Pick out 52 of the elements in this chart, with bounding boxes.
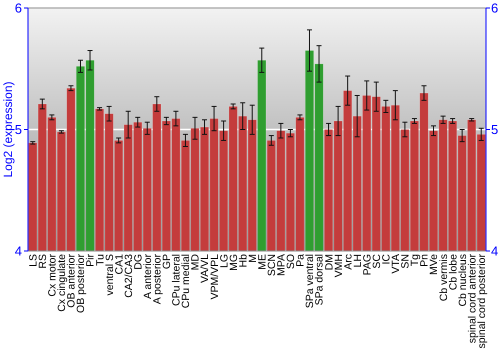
x-tick-label: LS (27, 254, 40, 267)
x-tick-label: Arc (342, 254, 354, 270)
x-tick-label: MVe (428, 254, 440, 276)
x-tick-label: ventral S (104, 254, 116, 296)
y2-tick-label: 6 (491, 0, 498, 16)
y-axis-title: Log2 (expression) (1, 81, 15, 178)
x-tick-label: OB posterior (75, 254, 88, 313)
x-tick-label: PAG (361, 254, 374, 276)
x-tick-label: A posterior (151, 254, 164, 304)
x-tick-label: MG (228, 254, 240, 271)
x-tick-label: M (246, 254, 259, 263)
x-tick-label: VTA (390, 254, 402, 274)
x-tick-label: spinal cord anterior (466, 253, 478, 344)
x-tick-label: spinal cord posterior (476, 253, 488, 349)
x-tick-label: SPa dorsal (314, 254, 326, 306)
x-tick-label: DG (132, 254, 144, 270)
x-tick-label: ME (256, 254, 268, 270)
x-tick-label: Cb lobe (447, 254, 460, 290)
x-tick-label: MPA (276, 254, 288, 276)
x-tick-label: VA/VL (199, 254, 212, 283)
x-tick-label: DM (323, 254, 336, 270)
x-tick-label: CA1 (113, 254, 126, 274)
x-tick-label: Tu (94, 254, 106, 266)
x-tick-label: RS (36, 254, 49, 269)
x-tick-label: VMH (332, 254, 345, 278)
x-tick-label: LH (352, 254, 364, 268)
x-tick-label: Cb vermis (438, 254, 450, 302)
x-tick-label: Pa (294, 254, 307, 267)
x-tick-label: Cx cingulate (56, 254, 68, 312)
x-tick-label: IC (380, 254, 392, 264)
x-tick-label: SO (285, 254, 298, 270)
y-tick-label: 6 (14, 0, 22, 16)
x-tick-label: SCN (266, 254, 278, 276)
x-tick-label: GP (161, 254, 174, 270)
y-tick-label: 4 (14, 244, 22, 259)
x-tick-label: Hb (237, 254, 250, 268)
x-tick-label: CA2/CA3 (122, 254, 135, 298)
x-tick-label: Cb nucleus (456, 254, 469, 307)
x-tick-label: SC (370, 254, 383, 269)
x-tick-label: Pn (418, 254, 431, 267)
y2-tick-label: 4 (491, 244, 498, 259)
x-tick-label: MD (190, 254, 202, 270)
y-tick-label: 5 (14, 122, 22, 138)
x-tick-label: VPM/VPL (208, 254, 221, 300)
x-tick-label: OB anterior (66, 254, 78, 308)
x-tick-label: LG (218, 254, 230, 268)
x-tick-label: CPu medial (180, 254, 192, 308)
x-tick-label: SN (400, 254, 412, 269)
y2-tick-label: 5 (491, 122, 498, 138)
x-tick-label: A anterior (142, 254, 154, 299)
x-tick-label: Pir (84, 254, 97, 267)
x-tick-label: Tg (409, 254, 422, 266)
